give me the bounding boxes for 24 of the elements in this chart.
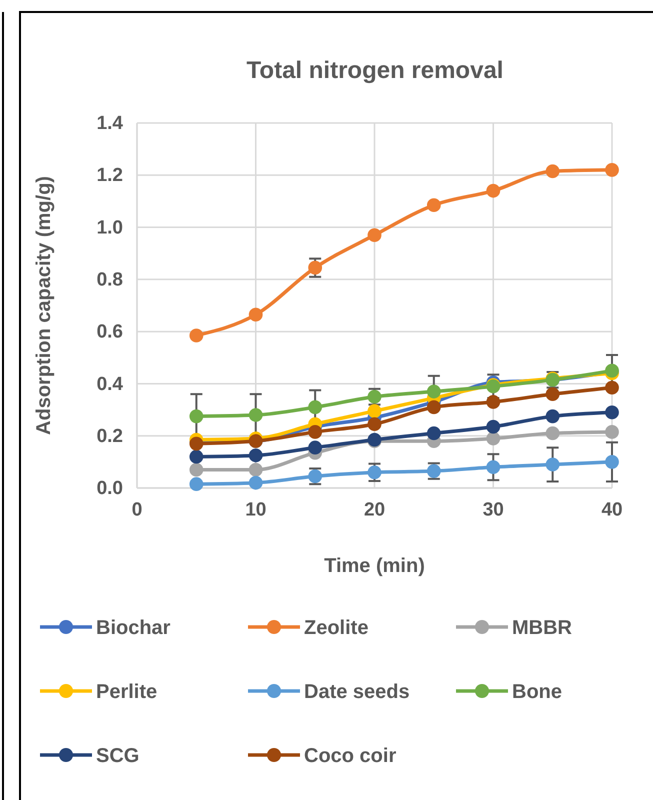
legend-label: Coco coir	[304, 745, 396, 767]
y-tick-label: 1.0	[96, 217, 123, 238]
x-tick-label: 0	[132, 499, 142, 520]
legend-label: Bone	[512, 681, 562, 703]
legend-label: Date seeds	[304, 681, 410, 703]
y-tick-label: 0.6	[96, 322, 123, 343]
x-tick-label: 40	[601, 499, 623, 520]
y-tick-label: 0.4	[96, 374, 124, 395]
y-tick-label: 1.2	[96, 165, 123, 186]
y-axis-title: Adsorption capacity (mg/g)	[33, 176, 55, 435]
x-tick-label: 30	[482, 499, 504, 520]
x-tick-label: 20	[364, 499, 386, 520]
y-tick-label: 0.8	[96, 270, 123, 291]
legend-label: Biochar	[96, 617, 171, 639]
legend-label: MBBR	[512, 617, 573, 639]
y-tick-label: 0.2	[96, 426, 123, 447]
chart-title: Total nitrogen removal	[246, 57, 504, 84]
x-axis-title: Time (min)	[324, 555, 425, 577]
legend-label: SCG	[96, 745, 140, 767]
y-tick-label: 0.0	[96, 478, 123, 500]
x-tick-label: 10	[245, 499, 266, 520]
legend-label: Perlite	[96, 681, 158, 703]
y-tick-label: 1.4	[96, 113, 124, 134]
legend-label: Zeolite	[304, 617, 368, 639]
